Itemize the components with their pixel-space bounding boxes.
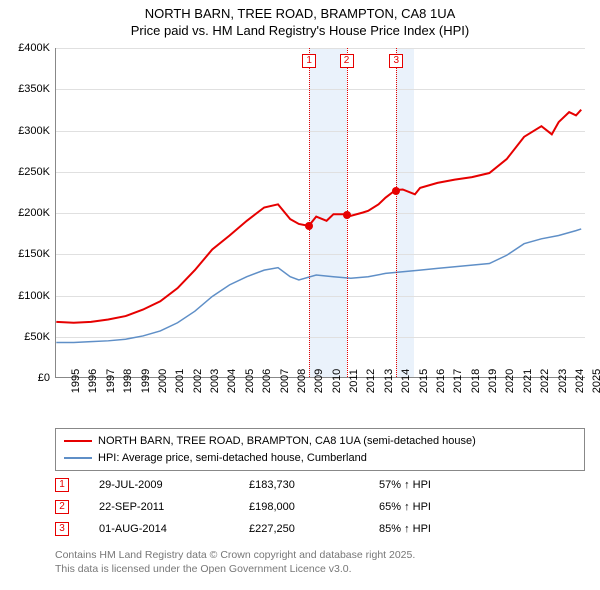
sale-price: £227,250 <box>249 523 379 535</box>
footer-line-1: Contains HM Land Registry data © Crown c… <box>55 548 585 562</box>
series-hpi <box>56 229 581 343</box>
sale-marker-number: 2 <box>340 54 354 68</box>
y-axis-tick: £0 <box>38 372 50 384</box>
sale-number-box: 2 <box>55 500 69 514</box>
x-axis-tick: 2025 <box>577 369 600 393</box>
sale-hpi: 85% ↑ HPI <box>379 523 585 535</box>
sale-hpi: 65% ↑ HPI <box>379 501 585 513</box>
sales-table: 1 29-JUL-2009£183,73057% ↑ HPI 2 22-SEP-201… <box>55 474 585 540</box>
sale-marker-dot <box>343 211 351 219</box>
legend: NORTH BARN, TREE ROAD, BRAMPTON, CA8 1UA… <box>55 428 585 471</box>
sale-marker-dot <box>392 187 400 195</box>
y-axis-tick: £150K <box>18 248 50 260</box>
legend-label: HPI: Average price, semi-detached house,… <box>98 450 367 467</box>
sale-marker-dot <box>305 222 313 230</box>
sale-price: £198,000 <box>249 501 379 513</box>
sale-date: 29-JUL-2009 <box>99 479 249 491</box>
sale-number-box: 3 <box>55 522 69 536</box>
sales-row: 1 29-JUL-2009£183,73057% ↑ HPI <box>55 474 585 496</box>
footer: Contains HM Land Registry data © Crown c… <box>55 548 585 576</box>
sale-date: 22-SEP-2011 <box>99 501 249 513</box>
chart-container: NORTH BARN, TREE ROAD, BRAMPTON, CA8 1UA… <box>0 0 600 590</box>
legend-row: NORTH BARN, TREE ROAD, BRAMPTON, CA8 1UA… <box>64 433 576 450</box>
sale-marker-number: 3 <box>389 54 403 68</box>
title-line-1: NORTH BARN, TREE ROAD, BRAMPTON, CA8 1UA <box>0 6 600 23</box>
sale-hpi: 57% ↑ HPI <box>379 479 585 491</box>
legend-label: NORTH BARN, TREE ROAD, BRAMPTON, CA8 1UA… <box>98 433 476 450</box>
sale-marker-line <box>396 48 397 377</box>
sale-marker-number: 1 <box>302 54 316 68</box>
y-axis-tick: £400K <box>18 42 50 54</box>
y-axis-tick: £300K <box>18 125 50 137</box>
sales-row: 2 22-SEP-2011£198,00065% ↑ HPI <box>55 496 585 518</box>
y-axis-tick: £350K <box>18 83 50 95</box>
plot-area: £0£50K£100K£150K£200K£250K£300K£350K£400… <box>55 48 585 378</box>
sale-price: £183,730 <box>249 479 379 491</box>
legend-row: HPI: Average price, semi-detached house,… <box>64 450 576 467</box>
y-axis-tick: £250K <box>18 166 50 178</box>
sales-row: 3 01-AUG-2014£227,25085% ↑ HPI <box>55 518 585 540</box>
title-line-2: Price paid vs. HM Land Registry's House … <box>0 23 600 40</box>
chart-title: NORTH BARN, TREE ROAD, BRAMPTON, CA8 1UA… <box>0 0 600 40</box>
legend-swatch <box>64 457 92 459</box>
chart-lines <box>56 48 585 377</box>
footer-line-2: This data is licensed under the Open Gov… <box>55 562 585 576</box>
series-subject <box>56 110 581 323</box>
y-axis-tick: £100K <box>18 290 50 302</box>
y-axis-tick: £50K <box>24 331 50 343</box>
sale-marker-line <box>309 48 310 377</box>
y-axis-tick: £200K <box>18 207 50 219</box>
sale-date: 01-AUG-2014 <box>99 523 249 535</box>
sale-number-box: 1 <box>55 478 69 492</box>
legend-swatch <box>64 440 92 442</box>
